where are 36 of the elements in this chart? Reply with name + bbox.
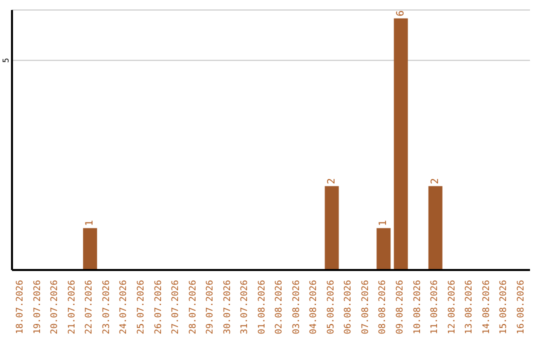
x-tick-label: 06.08.2026	[344, 280, 354, 334]
x-tick-label: 14.08.2026	[482, 280, 492, 334]
x-tick-label: 08.08.2026	[378, 280, 388, 334]
data-label: 6	[395, 10, 406, 16]
data-label: 1	[84, 220, 96, 226]
x-tick-label: 03.08.2026	[292, 280, 302, 334]
x-tick-label: 12.08.2026	[447, 280, 458, 334]
x-tick-label: 11.08.2026	[430, 280, 440, 334]
x-tick-label: 16.08.2026	[516, 280, 526, 334]
x-tick-label: 24.07.2026	[119, 280, 130, 334]
x-tick-label: 07.08.2026	[360, 280, 371, 334]
x-tick-label: 27.07.2026	[171, 280, 182, 334]
x-tick-label: 21.07.2026	[67, 280, 78, 334]
x-tick-label: 10.08.2026	[412, 280, 423, 334]
x-tick-label: 15.08.2026	[499, 280, 510, 334]
data-label: 2	[430, 178, 441, 184]
x-tick-label: 31.07.2026	[240, 280, 250, 334]
x-tick-label: 19.07.2026	[32, 280, 43, 334]
x-tick-label: 09.08.2026	[396, 280, 406, 334]
x-tick-label: 05.08.2026	[326, 280, 336, 334]
x-tick-label: 18.07.2026	[16, 280, 26, 334]
x-tick-label: 04.08.2026	[309, 280, 320, 334]
x-tick-label: 02.08.2026	[274, 280, 285, 334]
x-tick-label: 20.07.2026	[50, 280, 60, 334]
x-tick-label: 25.07.2026	[136, 280, 146, 334]
x-tick-label: 26.07.2026	[154, 280, 164, 334]
x-tick-label: 01.08.2026	[257, 280, 268, 334]
x-tick-label: 28.07.2026	[188, 280, 198, 334]
y-tick-label: 5	[2, 58, 10, 63]
x-tick-label: 22.07.2026	[84, 280, 95, 334]
data-label: 2	[326, 178, 338, 184]
data-label: 1	[378, 220, 390, 226]
x-tick-label: 30.07.2026	[222, 280, 233, 334]
x-tick-label: 29.07.2026	[206, 280, 216, 334]
x-tick-label: 23.07.2026	[102, 280, 112, 334]
x-tick-label: 13.08.2026	[464, 280, 475, 334]
